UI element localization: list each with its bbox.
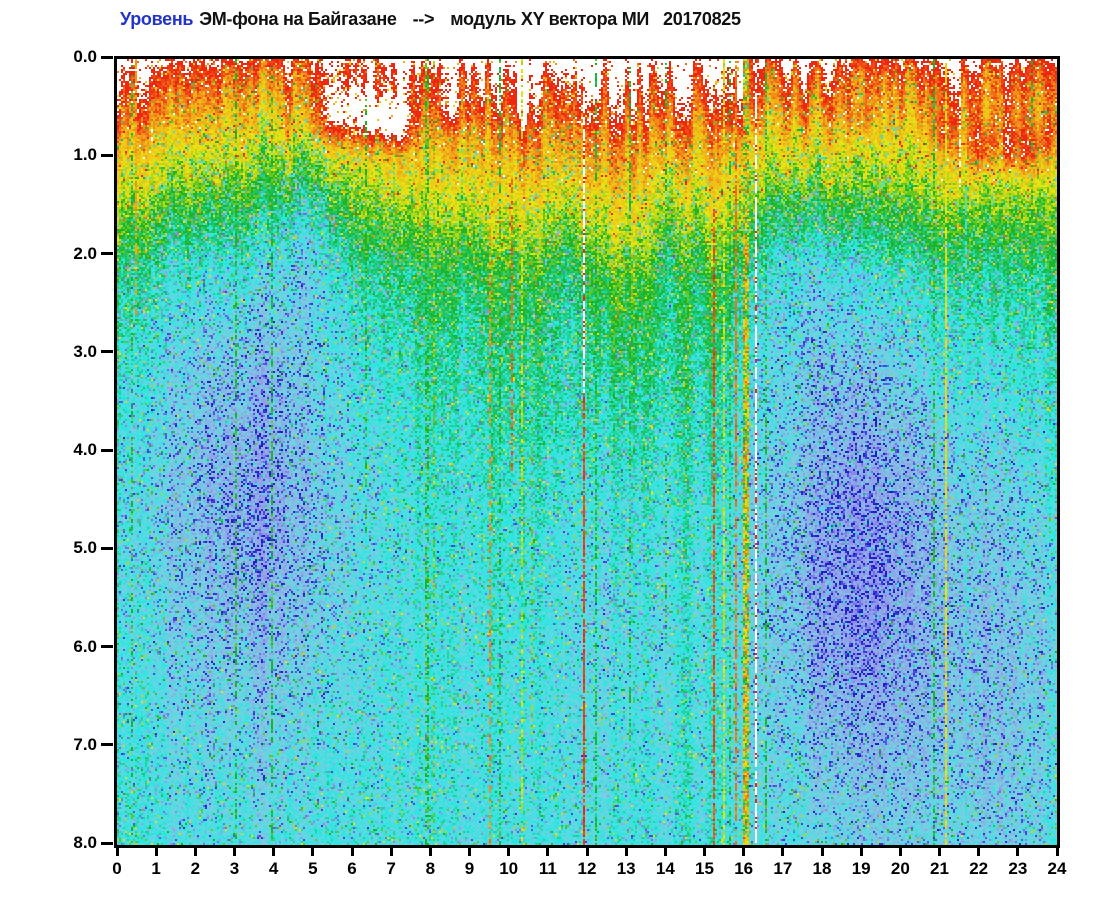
x-axis-tick (193, 848, 197, 856)
x-axis-tick (507, 848, 511, 856)
x-axis-label: 4 (268, 859, 279, 878)
x-axis-label: 8 (425, 859, 436, 878)
x-axis-tick (781, 848, 785, 856)
title-date: 20170825 (663, 9, 741, 29)
x-axis-tick (663, 848, 667, 856)
x-axis-label: 14 (655, 859, 675, 878)
y-axis-tick (101, 252, 113, 255)
x-axis-label: 13 (616, 859, 636, 878)
y-axis-label: 7.0 (73, 734, 97, 754)
x-axis-label: 24 (1047, 859, 1067, 878)
x-axis-label: 18 (812, 859, 832, 878)
y-axis-tick (101, 841, 113, 845)
spectrogram-canvas (117, 59, 1057, 845)
x-axis-tick (898, 848, 902, 856)
title-location: ЭМ-фона на Байгазане (199, 9, 397, 29)
y-axis-tick (101, 743, 113, 747)
x-axis-label: 15 (695, 859, 714, 878)
x-axis-tick (1016, 848, 1020, 856)
y-axis-label: 1.0 (73, 145, 97, 165)
y-axis-label: 8.0 (73, 833, 97, 852)
x-axis-label: 22 (969, 859, 989, 878)
x-axis-label: 19 (851, 859, 871, 878)
x-axis-tick (585, 848, 589, 856)
x-axis-label: 20 (890, 859, 910, 878)
y-axis-label: 6.0 (73, 636, 97, 656)
x-axis-label: 9 (464, 859, 475, 878)
x-axis-label: 3 (229, 859, 240, 878)
x-axis-tick (468, 848, 471, 856)
x-axis-tick (428, 848, 432, 856)
x-axis-tick (311, 848, 315, 856)
y-axis-label: 4.0 (73, 440, 97, 459)
y-axis-tick (101, 153, 113, 157)
x-axis-label: 16 (734, 859, 754, 878)
x-axis-tick (233, 848, 236, 856)
x-axis-tick (1055, 848, 1059, 856)
x-axis-tick (977, 848, 981, 856)
x-axis-label: 2 (190, 859, 201, 878)
plot-area (114, 56, 1060, 848)
x-axis-label: 12 (577, 859, 597, 878)
x-axis-tick (938, 848, 941, 856)
y-axis-label: 2.0 (73, 243, 97, 263)
x-axis-tick (115, 848, 119, 856)
y-axis-tick (101, 350, 113, 354)
y-axis-tick (101, 546, 113, 550)
x-axis-label: 0 (112, 859, 122, 878)
title-series-name: модуль XY вектора МИ (450, 9, 650, 29)
x-axis-tick (703, 848, 706, 856)
y-axis-label: 0.0 (73, 47, 97, 66)
x-axis-label: 1 (151, 859, 161, 878)
x-axis-tick (624, 848, 628, 856)
x-axis-label: 7 (386, 859, 396, 878)
x-axis-label: 23 (1008, 859, 1028, 878)
x-axis-tick (820, 848, 824, 856)
x-axis-label: 21 (930, 859, 949, 878)
y-axis-tick (101, 55, 113, 59)
x-axis-tick (154, 848, 158, 856)
x-axis-label: 17 (773, 859, 793, 878)
x-axis-tick (272, 848, 276, 856)
x-axis-label: 5 (308, 859, 318, 878)
x-axis-tick (389, 848, 393, 856)
y-axis-label: 5.0 (73, 538, 97, 558)
x-axis-tick (742, 848, 746, 856)
y-axis-label: 3.0 (73, 341, 97, 361)
y-axis-tick (101, 645, 113, 648)
x-axis-tick (859, 848, 863, 856)
x-axis-label: 6 (347, 859, 357, 878)
x-axis-tick (546, 848, 550, 856)
y-axis-tick (101, 448, 113, 452)
chart-title: Уровень ЭМ-фона на Байгазане --> модуль XY … (120, 9, 741, 30)
x-axis-tick (350, 848, 354, 856)
x-axis-label: 10 (499, 859, 519, 878)
title-arrow-icon: --> (412, 9, 435, 29)
x-axis-label: 11 (538, 859, 557, 878)
title-word-level: Уровень (120, 9, 194, 29)
